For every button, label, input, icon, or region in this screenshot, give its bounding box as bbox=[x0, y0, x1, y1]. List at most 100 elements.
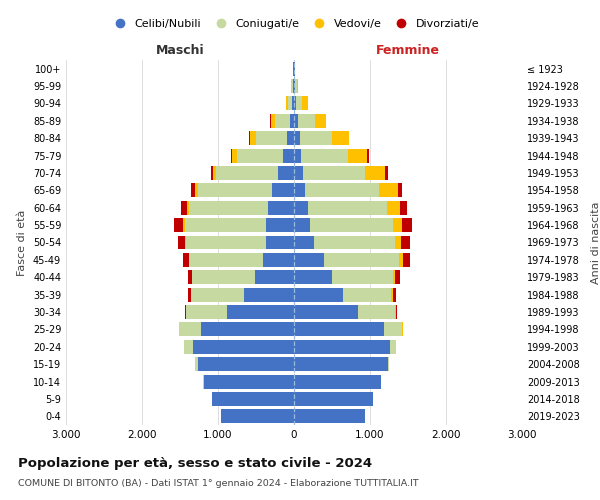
Bar bbox=[343, 288, 391, 302]
Bar bbox=[231, 148, 232, 162]
Bar bbox=[365, 166, 385, 180]
Bar bbox=[201, 322, 294, 336]
Bar bbox=[232, 148, 236, 162]
Bar bbox=[297, 79, 298, 93]
Bar bbox=[393, 218, 401, 232]
Bar bbox=[185, 218, 266, 232]
Bar bbox=[175, 218, 183, 232]
Bar bbox=[303, 166, 365, 180]
Bar bbox=[191, 184, 196, 198]
Bar bbox=[332, 270, 393, 284]
Bar bbox=[294, 166, 303, 180]
Bar bbox=[395, 270, 400, 284]
Bar bbox=[393, 270, 395, 284]
Bar bbox=[300, 132, 332, 145]
Bar bbox=[184, 340, 193, 353]
Bar bbox=[272, 184, 294, 198]
Bar bbox=[286, 96, 288, 110]
Bar bbox=[198, 184, 272, 198]
Bar bbox=[290, 114, 294, 128]
Bar bbox=[302, 96, 308, 110]
Bar bbox=[249, 132, 250, 145]
Bar bbox=[294, 218, 310, 232]
Bar bbox=[294, 288, 343, 302]
Bar bbox=[308, 201, 386, 214]
Bar bbox=[236, 148, 283, 162]
Bar bbox=[189, 201, 268, 214]
Bar bbox=[292, 96, 294, 110]
Bar bbox=[193, 340, 294, 353]
Bar bbox=[379, 184, 398, 198]
Bar bbox=[388, 357, 389, 371]
Bar bbox=[294, 114, 298, 128]
Bar bbox=[196, 357, 198, 371]
Bar bbox=[283, 148, 294, 162]
Text: COMUNE DI BITONTO (BA) - Dati ISTAT 1° gennaio 2024 - Elaborazione TUTTITALIA.IT: COMUNE DI BITONTO (BA) - Dati ISTAT 1° g… bbox=[18, 479, 419, 488]
Bar bbox=[384, 322, 403, 336]
Bar bbox=[183, 253, 188, 267]
Bar bbox=[348, 148, 367, 162]
Bar bbox=[198, 357, 294, 371]
Bar bbox=[244, 288, 294, 302]
Bar bbox=[213, 166, 217, 180]
Bar bbox=[315, 114, 326, 128]
Bar bbox=[266, 236, 294, 250]
Bar bbox=[295, 79, 297, 93]
Bar bbox=[185, 305, 186, 319]
Bar bbox=[294, 184, 305, 198]
Bar bbox=[293, 62, 294, 76]
Bar bbox=[294, 96, 296, 110]
Bar bbox=[192, 270, 255, 284]
Bar bbox=[183, 218, 185, 232]
Bar bbox=[268, 201, 294, 214]
Bar bbox=[305, 184, 379, 198]
Bar bbox=[294, 410, 365, 424]
Bar bbox=[256, 132, 287, 145]
Bar bbox=[294, 270, 332, 284]
Bar bbox=[211, 166, 213, 180]
Bar bbox=[294, 148, 301, 162]
Bar bbox=[400, 201, 407, 214]
Bar bbox=[186, 305, 227, 319]
Bar bbox=[187, 201, 189, 214]
Bar bbox=[212, 392, 294, 406]
Y-axis label: Anni di nascita: Anni di nascita bbox=[591, 201, 600, 284]
Bar bbox=[188, 288, 191, 302]
Bar bbox=[294, 132, 300, 145]
Bar bbox=[275, 114, 290, 128]
Bar bbox=[294, 236, 314, 250]
Bar bbox=[324, 253, 399, 267]
Bar bbox=[196, 184, 198, 198]
Bar bbox=[403, 253, 410, 267]
Bar bbox=[386, 201, 400, 214]
Bar bbox=[296, 96, 302, 110]
Bar bbox=[185, 236, 186, 250]
Bar bbox=[278, 166, 294, 180]
Bar bbox=[314, 236, 395, 250]
Bar bbox=[217, 166, 278, 180]
Bar bbox=[186, 236, 266, 250]
Bar bbox=[203, 374, 294, 388]
Bar bbox=[290, 79, 291, 93]
Bar bbox=[266, 218, 294, 232]
Bar bbox=[287, 132, 294, 145]
Bar bbox=[399, 253, 403, 267]
Bar bbox=[294, 253, 324, 267]
Bar bbox=[392, 288, 396, 302]
Bar bbox=[294, 201, 308, 214]
Bar bbox=[255, 270, 294, 284]
Bar bbox=[391, 288, 392, 302]
Bar bbox=[291, 79, 293, 93]
Bar bbox=[401, 236, 410, 250]
Bar bbox=[293, 79, 294, 93]
Bar bbox=[250, 132, 256, 145]
Bar bbox=[395, 236, 401, 250]
Text: Popolazione per età, sesso e stato civile - 2024: Popolazione per età, sesso e stato civil… bbox=[18, 458, 372, 470]
Bar bbox=[298, 114, 315, 128]
Bar bbox=[310, 218, 393, 232]
Bar bbox=[189, 253, 263, 267]
Bar bbox=[221, 410, 294, 424]
Bar bbox=[294, 392, 373, 406]
Bar bbox=[401, 218, 412, 232]
Bar bbox=[332, 132, 349, 145]
